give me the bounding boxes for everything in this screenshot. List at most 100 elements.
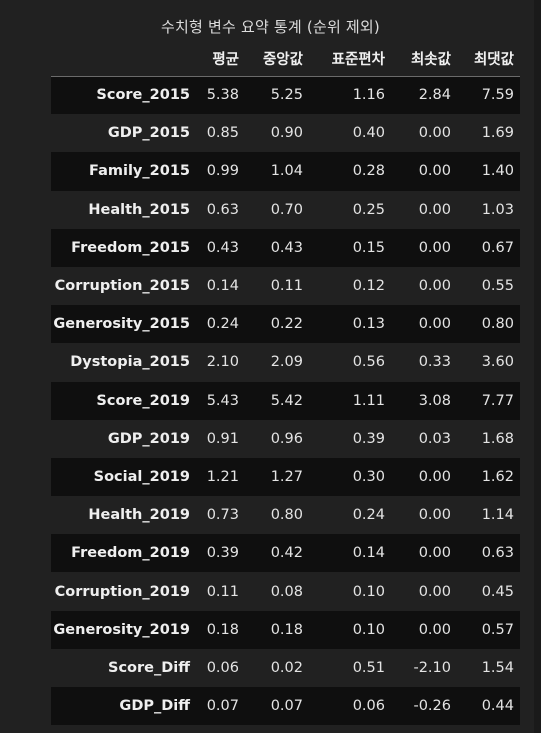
table-cell: 0.25 — [352, 201, 385, 218]
table-cell: 0.12 — [352, 278, 385, 295]
table-cell: 1.69 — [481, 125, 514, 142]
table-cell: 0.02 — [270, 659, 303, 676]
table-cell: 0.18 — [206, 621, 239, 638]
table-cell: 0.00 — [418, 278, 451, 295]
table-cell: 0.00 — [418, 201, 451, 218]
table-cell: 0.85 — [206, 125, 239, 142]
table-cell: 0.00 — [418, 621, 451, 638]
column-header: 최솟값 — [391, 42, 457, 77]
row-label: Score_2015 — [96, 87, 190, 104]
table-cell: 1.27 — [270, 468, 303, 485]
table-cell: 0.00 — [418, 545, 451, 562]
table-cell: 1.04 — [270, 163, 303, 180]
table-cell: -0.26 — [413, 698, 451, 715]
table-cell: 0.63 — [481, 545, 514, 562]
index-header — [51, 42, 196, 77]
table-cell: 0.06 — [352, 698, 385, 715]
table-cell: 0.43 — [270, 239, 303, 256]
table-cell: 5.43 — [206, 392, 239, 409]
row-label: Health_2019 — [88, 507, 190, 524]
table-cell: 0.63 — [206, 201, 239, 218]
table-row: Corruption_2019 0.11 0.08 0.10 0.00 0.45 — [51, 572, 520, 611]
table-row: Health_2015 0.63 0.70 0.25 0.00 1.03 — [51, 190, 520, 229]
table-cell: 0.39 — [352, 430, 385, 447]
table-row: Generosity_2019 0.18 0.18 0.10 0.00 0.57 — [51, 610, 520, 649]
table-cell: 0.14 — [206, 278, 239, 295]
table-cell: 1.40 — [481, 163, 514, 180]
row-label: GDP_2015 — [107, 125, 190, 142]
table-cell: 0.07 — [206, 698, 239, 715]
table-row: Score_Diff 0.06 0.02 0.51 -2.10 1.54 — [51, 648, 520, 687]
row-label: Corruption_2015 — [54, 278, 190, 295]
row-label: Freedom_2015 — [71, 239, 190, 256]
row-label: Dystopia_2015 — [70, 354, 190, 371]
table-cell: 0.08 — [270, 583, 303, 600]
row-label: Generosity_2019 — [53, 621, 190, 638]
output-scroll-edge — [534, 0, 541, 733]
table-cell: 0.11 — [270, 278, 303, 295]
table-cell: 0.73 — [206, 507, 239, 524]
table-cell: 0.45 — [481, 583, 514, 600]
table-cell: 3.60 — [481, 354, 514, 371]
table-cell: 3.08 — [418, 392, 451, 409]
table-cell: 0.99 — [206, 163, 239, 180]
table-cell: 0.00 — [418, 507, 451, 524]
table-cell: 0.15 — [352, 239, 385, 256]
table-cell: 0.00 — [418, 163, 451, 180]
table-cell: 1.21 — [206, 468, 239, 485]
table-cell: 0.00 — [418, 239, 451, 256]
table-cell: 0.30 — [352, 468, 385, 485]
table-cell: 7.77 — [481, 392, 514, 409]
table-cell: 0.70 — [270, 201, 303, 218]
table-cell: 1.16 — [352, 87, 385, 104]
summary-stats-table: 평균 중앙값 표준편차 최솟값 최댓값 Score_2015 5.38 5.25 1.… — [51, 42, 520, 726]
table-cell: 0.44 — [481, 698, 514, 715]
table-cell: 0.96 — [270, 430, 303, 447]
table-row: Freedom_2015 0.43 0.43 0.15 0.00 0.67 — [51, 228, 520, 267]
table-cell: 0.22 — [270, 316, 303, 333]
table-cell: 0.00 — [418, 316, 451, 333]
table-body: Score_2015 5.38 5.25 1.16 2.84 7.59 GDP_2015 0.… — [51, 76, 520, 726]
row-label: Social_2019 — [93, 468, 190, 485]
row-label: Score_Diff — [108, 659, 190, 676]
table-row: GDP_2015 0.85 0.90 0.40 0.00 1.69 — [51, 114, 520, 153]
row-label: GDP_2019 — [107, 430, 190, 447]
table-cell: 1.62 — [481, 468, 514, 485]
row-label: Corruption_2019 — [54, 583, 190, 600]
table-row: Generosity_2015 0.24 0.22 0.13 0.00 0.80 — [51, 305, 520, 344]
table-row: Corruption_2015 0.14 0.11 0.12 0.00 0.55 — [51, 266, 520, 306]
table-row: GDP_2019 0.91 0.96 0.39 0.03 1.68 — [51, 419, 520, 458]
table-cell: 0.06 — [206, 659, 239, 676]
table-cell: 0.11 — [206, 583, 239, 600]
table-cell: 0.67 — [481, 239, 514, 256]
table-cell: 0.55 — [481, 278, 514, 295]
table-cell: 5.42 — [270, 392, 303, 409]
table-cell: 0.80 — [270, 507, 303, 524]
table-cell: 0.18 — [270, 621, 303, 638]
table-cell: 2.09 — [270, 354, 303, 371]
column-header: 표준편차 — [309, 42, 391, 77]
row-label: Family_2015 — [89, 163, 190, 180]
table-cell: 1.14 — [481, 507, 514, 524]
table-row: Health_2019 0.73 0.80 0.24 0.00 1.14 — [51, 496, 520, 535]
table-cell: 0.43 — [206, 239, 239, 256]
table-cell: 0.24 — [206, 316, 239, 333]
table-cell: 2.84 — [418, 87, 451, 104]
table-cell: 0.14 — [352, 545, 385, 562]
table-row: Family_2015 0.99 1.04 0.28 0.00 1.40 — [51, 152, 520, 191]
table-cell: 1.11 — [352, 392, 385, 409]
table-cell: 0.40 — [352, 125, 385, 142]
table-cell: 0.00 — [418, 468, 451, 485]
row-label: Health_2015 — [88, 201, 190, 218]
table-cell: 0.51 — [352, 659, 385, 676]
table-row: Freedom_2019 0.39 0.42 0.14 0.00 0.63 — [51, 534, 520, 573]
table-caption: 수치형 변수 요약 통계 (순위 제외) — [161, 18, 380, 36]
table-cell: 0.56 — [352, 354, 385, 371]
column-header: 평균 — [196, 42, 245, 77]
table-cell: 5.25 — [270, 87, 303, 104]
row-label: GDP_Diff — [119, 698, 190, 715]
table-row: Dystopia_2015 2.10 2.09 0.56 0.33 3.60 — [51, 343, 520, 382]
table-cell: 0.07 — [270, 698, 303, 715]
table-header-row: 평균 중앙값 표준편차 최솟값 최댓값 — [51, 42, 520, 77]
table-cell: 0.39 — [206, 545, 239, 562]
